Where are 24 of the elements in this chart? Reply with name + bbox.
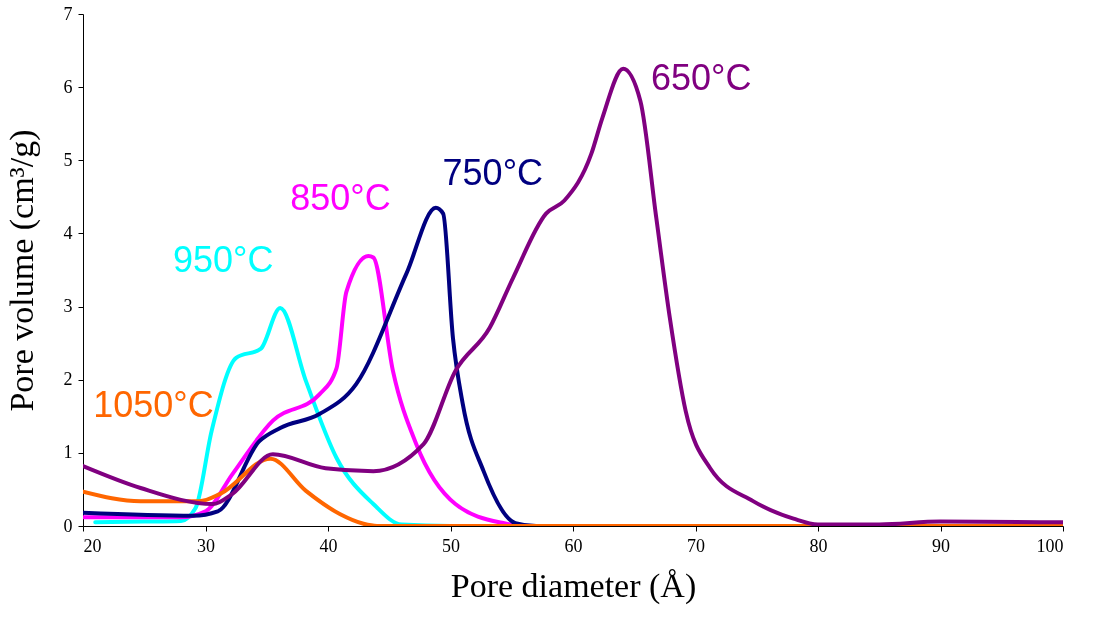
y-tick-label: 2 [63,369,73,390]
x-tick-label: 70 [687,535,705,556]
x-axis-title: Pore diameter (Å) [450,566,697,605]
x-tick-label: 60 [564,535,583,556]
y-tick-label: 3 [63,296,73,317]
x-tick-label: 100 [1036,535,1064,556]
x-tick-label: 80 [809,535,828,556]
series-label: 750°C [442,151,544,193]
y-tick-label: 6 [63,76,73,97]
x-tick-label: 30 [197,535,215,556]
y-tick-label: 0 [63,515,73,536]
x-tick-label: 40 [319,535,338,556]
y-tick-label: 1 [63,442,73,463]
series-label: 850°C [290,177,391,219]
series-label: 950°C [172,239,274,281]
series-label: 650°C [650,56,752,98]
y-tick-label: 7 [63,3,73,24]
y-tick-label: 5 [63,149,73,170]
x-tick-label: 90 [932,535,950,556]
x-tick-label: 50 [442,535,460,556]
y-tick-label: 4 [63,222,73,243]
y-axis-title: Pore volume (cm³/g) [2,129,41,412]
x-tick-label: 20 [83,535,102,556]
series-label: 1050°C [93,383,214,425]
